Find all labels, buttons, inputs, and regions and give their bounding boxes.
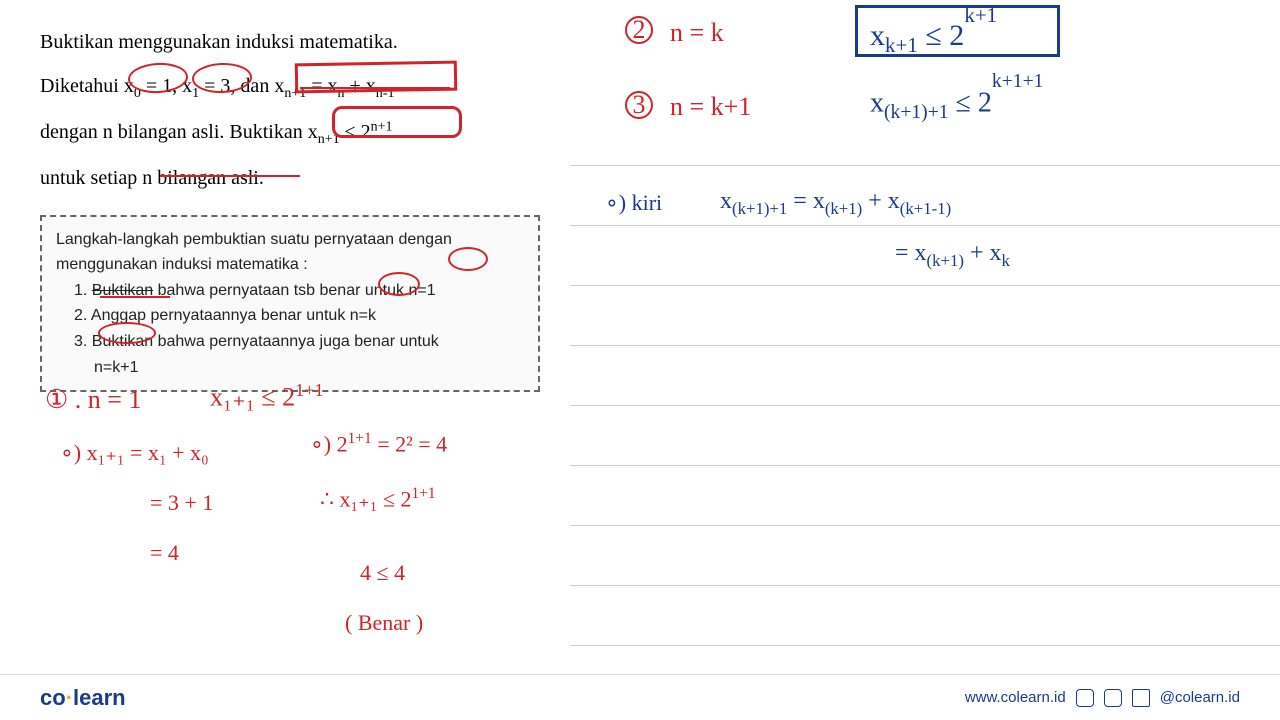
- footer-url: www.colearn.id: [965, 689, 1066, 706]
- problem-line2: Diketahui x0 = 1, x1 = 3, dan xn+1 = xn …: [40, 64, 540, 110]
- hw-kiri-label: ∘) kiri: [605, 190, 662, 216]
- ruled-line: [570, 525, 1280, 526]
- hw-kiri-expand1: x(k+1)+1 = x(k+1) + x(k+1-1): [720, 188, 951, 219]
- ruled-line: [570, 645, 1280, 646]
- red-underline-recur: [300, 87, 450, 89]
- red-circle-nk: [378, 272, 420, 296]
- hw-left-calc2: = 3 + 1: [150, 490, 213, 516]
- hw-right-calc2: ∴ x₁₊₁ ≤ 21+1: [320, 485, 436, 512]
- hw-step1-header: ① . n = 1: [45, 385, 141, 415]
- problem-line3: dengan n bilangan asli. Buktikan xn+1 ≤ …: [40, 110, 540, 156]
- red-underline-anggap: [100, 296, 170, 298]
- footer: co·learn www.colearn.id @colearn.id: [0, 674, 1280, 720]
- hw-kiri-expand2: = x(k+1) + xk: [895, 240, 1010, 271]
- red-box-inequality: [332, 106, 462, 138]
- ruled-line: [570, 405, 1280, 406]
- hw-step2-num: 2: [625, 15, 653, 45]
- tiktok-icon: [1132, 689, 1150, 707]
- brand-logo: co·learn: [40, 685, 126, 711]
- hw-step3-num: 3: [625, 90, 653, 120]
- step-1: 1. Buktikan bahwa pernyataan tsb benar u…: [74, 278, 524, 304]
- ruled-line: [570, 345, 1280, 346]
- hw-left-calc1: ∘) x₁₊₁ = x₁ + x₀: [60, 440, 209, 466]
- hw-step1-ineq: x₁₊₁ ≤ 21+1: [210, 380, 324, 413]
- hw-right-calc1: ∘) 21+1 = 2² = 4: [310, 430, 447, 457]
- hw-left-calc3: = 4: [150, 540, 179, 566]
- hw-benar: ( Benar ): [345, 610, 423, 636]
- problem-statement: Buktikan menggunakan induksi matematika.…: [40, 20, 540, 200]
- left-panel: Buktikan menggunakan induksi matematika.…: [0, 0, 560, 680]
- footer-right: www.colearn.id @colearn.id: [965, 689, 1240, 707]
- hw-right-calc3: 4 ≤ 4: [360, 560, 405, 586]
- facebook-icon: [1076, 689, 1094, 707]
- problem-line1: Buktikan menggunakan induksi matematika.: [40, 20, 540, 64]
- ruled-line: [570, 585, 1280, 586]
- footer-handle: @colearn.id: [1160, 689, 1240, 706]
- ruled-line: [570, 165, 1280, 166]
- ruled-line: [570, 465, 1280, 466]
- red-underline-nbilangan: [160, 175, 300, 177]
- problem-line4: untuk setiap n bilangan asli.: [40, 156, 540, 200]
- steps-box: Langkah-langkah pembuktian suatu pernyat…: [40, 215, 540, 393]
- hw-step3-text: n = k+1: [670, 92, 751, 122]
- blue-box-assumption: [855, 5, 1060, 57]
- hw-step3-target: x(k+1)+1 ≤ 2k+1+1: [870, 85, 1043, 124]
- red-circle-nk1: [98, 322, 156, 344]
- ruled-line: [570, 225, 1280, 226]
- dot-icon: ·: [66, 685, 73, 710]
- ruled-line: [570, 285, 1280, 286]
- hw-step2-text: n = k: [670, 18, 724, 48]
- red-circle-n1: [448, 247, 488, 271]
- step-3-cont: n=k+1: [94, 355, 524, 381]
- instagram-icon: [1104, 689, 1122, 707]
